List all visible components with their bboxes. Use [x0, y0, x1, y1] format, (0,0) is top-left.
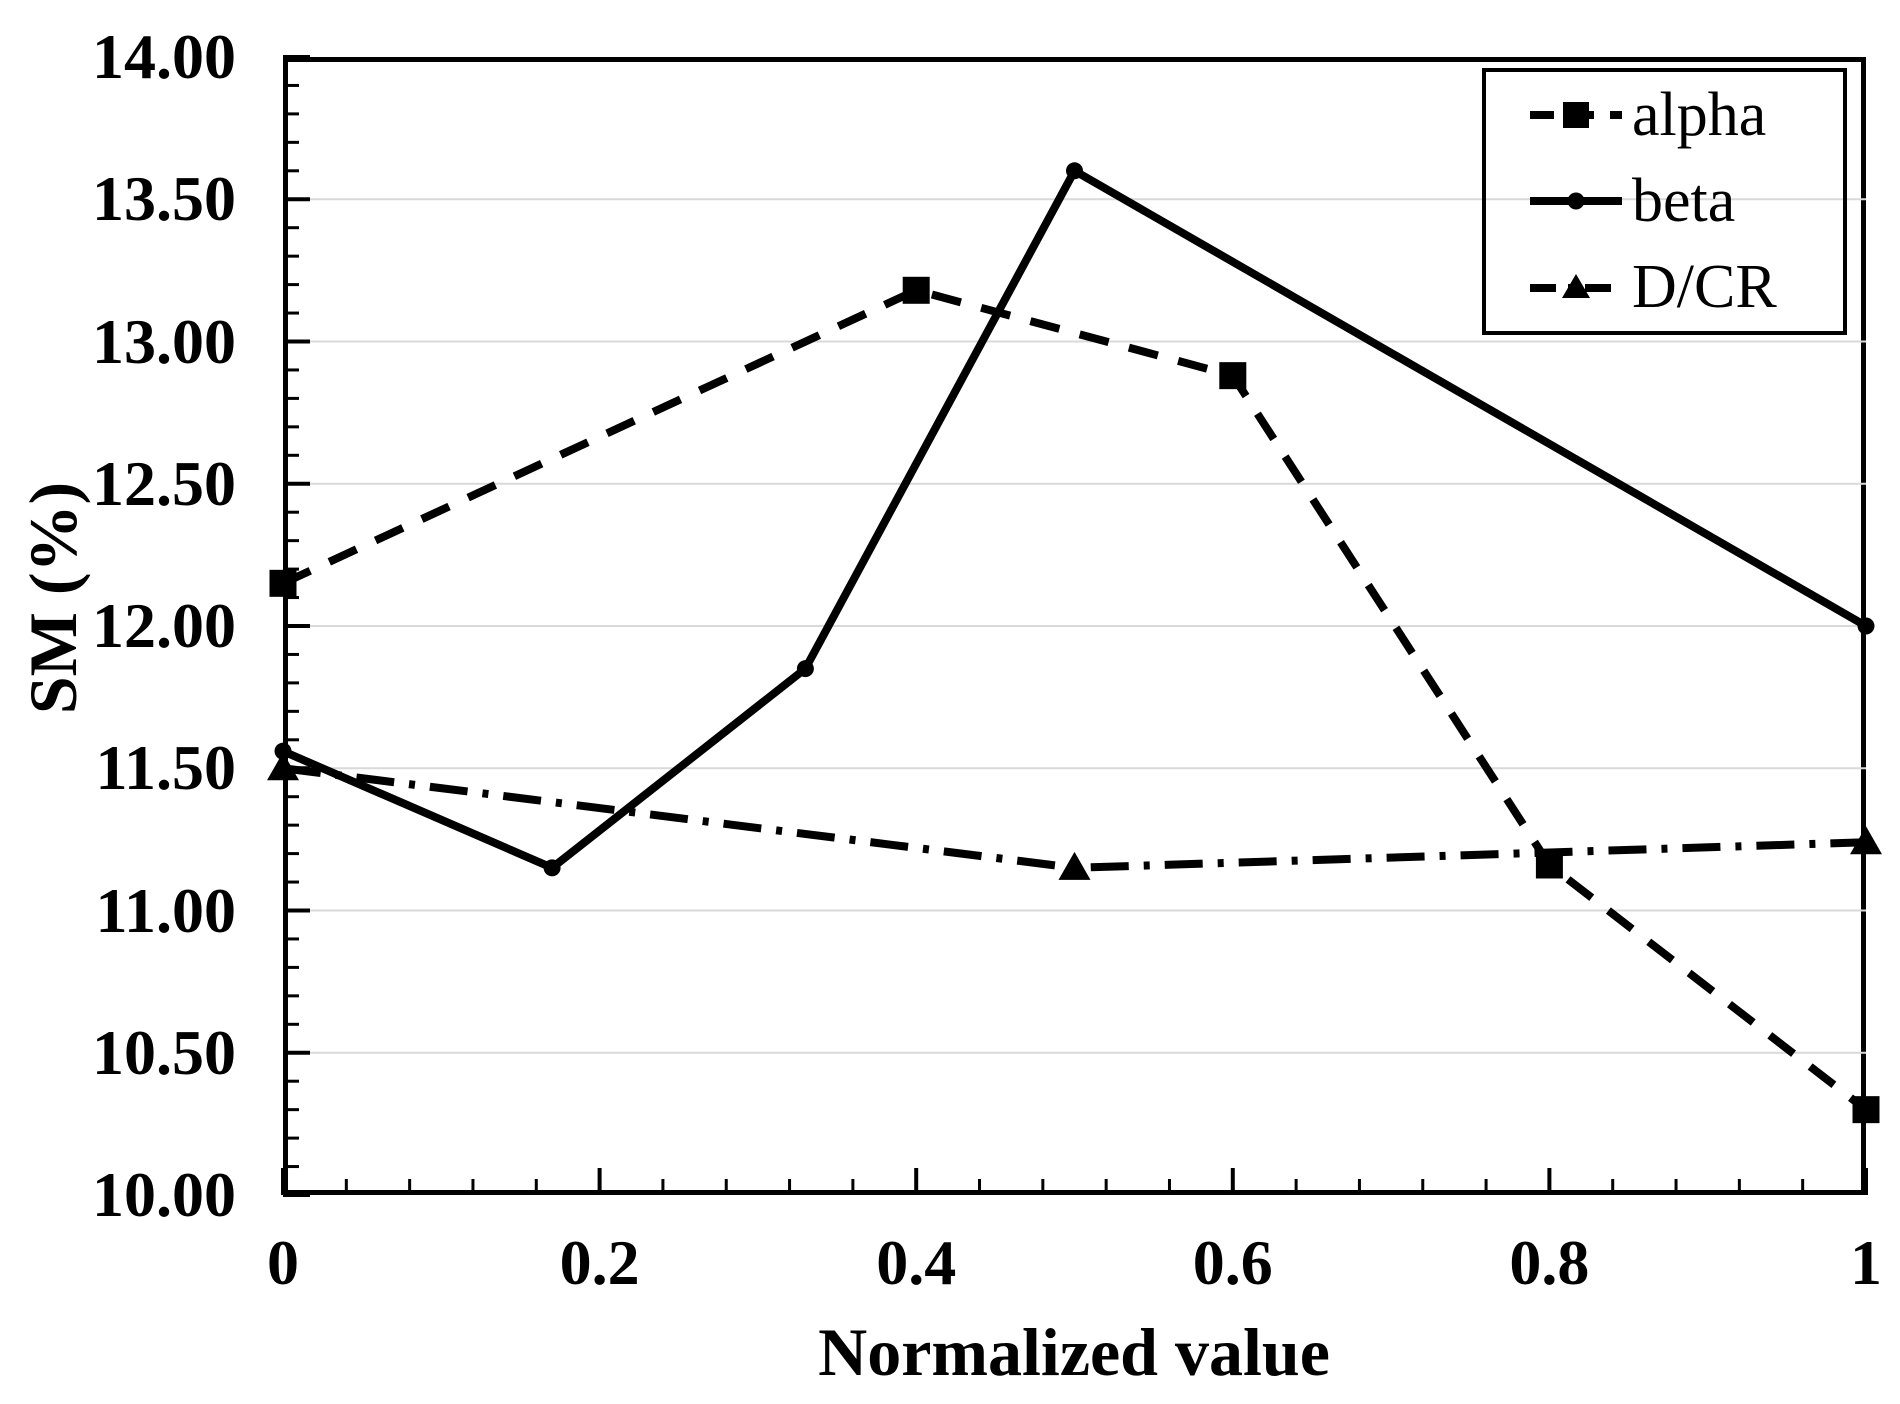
legend: alpha beta D/CR: [1482, 68, 1847, 335]
legend-marker-triangle-icon: [1530, 273, 1622, 298]
legend-marker-circle-icon: [1530, 192, 1622, 210]
data-point-beta: [543, 859, 561, 877]
data-point-beta: [1066, 162, 1083, 180]
data-point-d-cr: [1058, 851, 1091, 880]
legend-label: alpha: [1632, 80, 1767, 149]
x-tick-label: 0.2: [559, 1227, 640, 1298]
series-line-alpha: [281, 286, 1869, 1113]
y-tick-label: 11.00: [95, 874, 236, 946]
x-axis-title: Normalized value: [818, 1314, 1330, 1390]
legend-label: D/CR: [1632, 253, 1777, 322]
data-point-d-cr: [267, 752, 299, 781]
legend-marker-square-icon: [1530, 102, 1622, 129]
x-tick-label: 0.4: [876, 1227, 957, 1298]
x-tick-label: 0: [267, 1227, 299, 1298]
x-tick-label: 1: [1850, 1227, 1882, 1298]
y-tick-label: 14.00: [92, 21, 236, 92]
legend-entry-d-cr: D/CR: [1530, 252, 1843, 323]
data-point-alpha: [902, 276, 930, 304]
x-tick-label: 0.8: [1509, 1227, 1590, 1298]
y-tick-label: 11.50: [95, 732, 236, 804]
y-tick-label: 13.00: [92, 305, 236, 377]
data-point-beta: [1857, 617, 1875, 635]
data-point-beta: [796, 660, 814, 678]
data-point-alpha: [269, 569, 297, 597]
x-tick-label: 0.6: [1192, 1227, 1273, 1298]
data-point-d-cr: [1850, 826, 1882, 855]
y-tick-label: 12.50: [92, 447, 236, 519]
legend-entry-alpha: alpha: [1530, 80, 1843, 151]
y-tick-label: 10.00: [92, 1159, 236, 1230]
y-tick-label: 10.50: [92, 1016, 236, 1088]
y-tick-label: 13.50: [92, 163, 236, 235]
legend-label: beta: [1632, 166, 1736, 235]
legend-entry-beta: beta: [1530, 166, 1843, 237]
data-point-beta: [274, 742, 292, 760]
data-point-alpha: [1852, 1096, 1880, 1124]
y-tick-label: 12.00: [92, 590, 236, 661]
data-point-alpha: [1219, 362, 1247, 390]
